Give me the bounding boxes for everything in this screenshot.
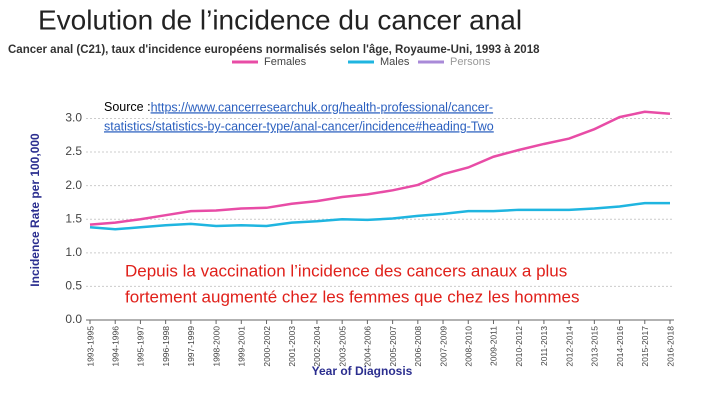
x-tick-label: 1999-2001 [237, 326, 247, 367]
y-tick-label: 0.5 [65, 279, 82, 293]
legend-label: Females [264, 56, 307, 68]
legend-label: Persons [450, 56, 491, 68]
source-link[interactable]: https://www.cancerresearchuk.org/health-… [151, 100, 494, 114]
x-tick-label: 2013-2015 [590, 326, 600, 367]
slide-title: Evolution de l’incidence du cancer anal [38, 4, 522, 35]
legend-label: Males [380, 56, 410, 68]
x-tick-label: 2014-2016 [615, 326, 625, 367]
y-axis-label: Incidence Rate per 100,000 [28, 133, 42, 287]
x-tick-label: 2004-2006 [363, 326, 373, 367]
source-link[interactable]: statistics/statistics-by-cancer-type/ana… [104, 119, 494, 133]
x-tick-label: 2011-2013 [539, 326, 549, 366]
y-tick-label: 0.0 [65, 312, 82, 326]
annotation: Depuis la vaccination l’incidence des ca… [125, 261, 567, 280]
x-tick-label: 2001-2003 [287, 326, 297, 367]
x-tick-label: 2000-2002 [262, 326, 272, 367]
x-tick-label: 1993-1995 [85, 326, 95, 367]
x-tick-label: 2015-2017 [640, 326, 650, 367]
y-tick-label: 2.0 [65, 178, 82, 192]
y-tick-label: 3.0 [65, 111, 82, 125]
x-tick-label: 2005-2007 [388, 326, 398, 367]
x-axis-label: Year of Diagnosis [312, 364, 413, 378]
x-tick-label: 1995-1997 [136, 326, 146, 367]
series-line [89, 110, 671, 226]
x-tick-label: 2010-2012 [514, 326, 524, 367]
source: Source : [104, 100, 151, 114]
y-tick-label: 1.5 [65, 211, 82, 225]
x-tick-label: 2002-2004 [312, 326, 322, 367]
x-tick-label: 2006-2008 [413, 326, 423, 367]
y-tick-label: 1.0 [65, 245, 82, 259]
x-tick-label: 2007-2009 [438, 326, 448, 367]
x-tick-label: 2008-2010 [464, 326, 474, 367]
chart-title: Cancer anal (C21), taux d'incidence euro… [8, 44, 540, 56]
x-tick-label: 1997-1999 [186, 326, 196, 367]
series-line [89, 201, 670, 231]
x-tick-label: 2009-2011 [489, 326, 499, 366]
x-tick-label: 1998-2000 [211, 326, 221, 367]
source-label: Source : [104, 100, 151, 114]
x-tick-label: 2016-2018 [665, 326, 675, 367]
x-tick-label: 2003-2005 [337, 326, 347, 367]
y-tick-label: 2.5 [65, 144, 82, 158]
x-tick-label: 1996-1998 [161, 326, 171, 367]
x-tick-label: 1994-1996 [110, 326, 120, 367]
x-tick-label: 2012-2014 [564, 326, 574, 367]
annotation: fortement augmenté chez les femmes que c… [125, 287, 580, 306]
